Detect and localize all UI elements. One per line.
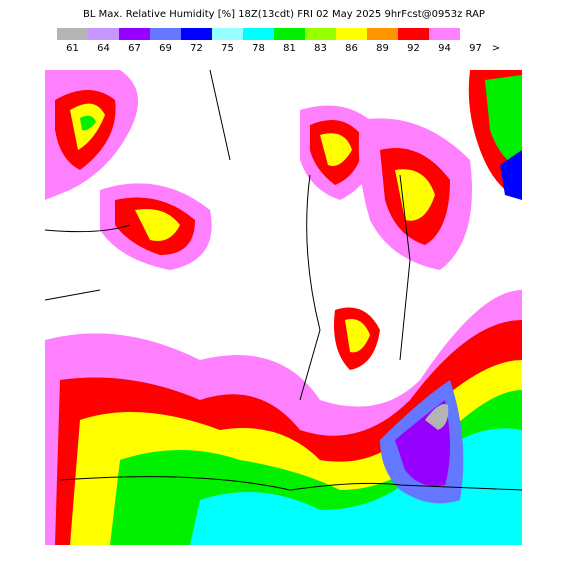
legend-swatch [181,28,212,40]
legend-label: 97 [469,43,482,54]
legend-label: 83 [314,43,327,54]
legend-label: 89 [376,43,389,54]
field [80,115,96,131]
legend-swatch [398,28,429,40]
legend-swatch [305,28,336,40]
legend-swatch [212,28,243,40]
legend-swatch [429,28,460,40]
legend-swatch [336,28,367,40]
legend-swatch [57,28,88,40]
legend-label: 64 [97,43,110,54]
legend-label: 81 [283,43,296,54]
legend-swatch [274,28,305,40]
field [135,209,180,241]
legend-label: 78 [252,43,265,54]
field [395,169,435,221]
field [320,133,352,166]
legend-label: 69 [159,43,172,54]
legend-swatch [88,28,119,40]
legend-label: 67 [128,43,141,54]
map [44,68,523,545]
boundary [44,69,523,491]
legend-label: 94 [438,43,451,54]
map-title: BL Max. Relative Humidity [%] 18Z(13cdt)… [83,9,485,20]
field [425,404,449,430]
legend-more-label: > [492,43,500,54]
legend: 61 64 67 69 72 75 78 81 83 86 89 92 94 97 [57,28,491,54]
field [500,150,522,200]
legend-label: 75 [221,43,234,54]
legend-label: 61 [66,43,79,54]
field [485,75,522,170]
legend-swatch [150,28,181,40]
legend-label: 72 [190,43,203,54]
legend-label: 86 [345,43,358,54]
legend-swatch [367,28,398,40]
legend-swatch [119,28,150,40]
field [345,319,370,353]
legend-swatch [460,28,491,40]
legend-label: 92 [407,43,420,54]
legend-swatch [243,28,274,40]
